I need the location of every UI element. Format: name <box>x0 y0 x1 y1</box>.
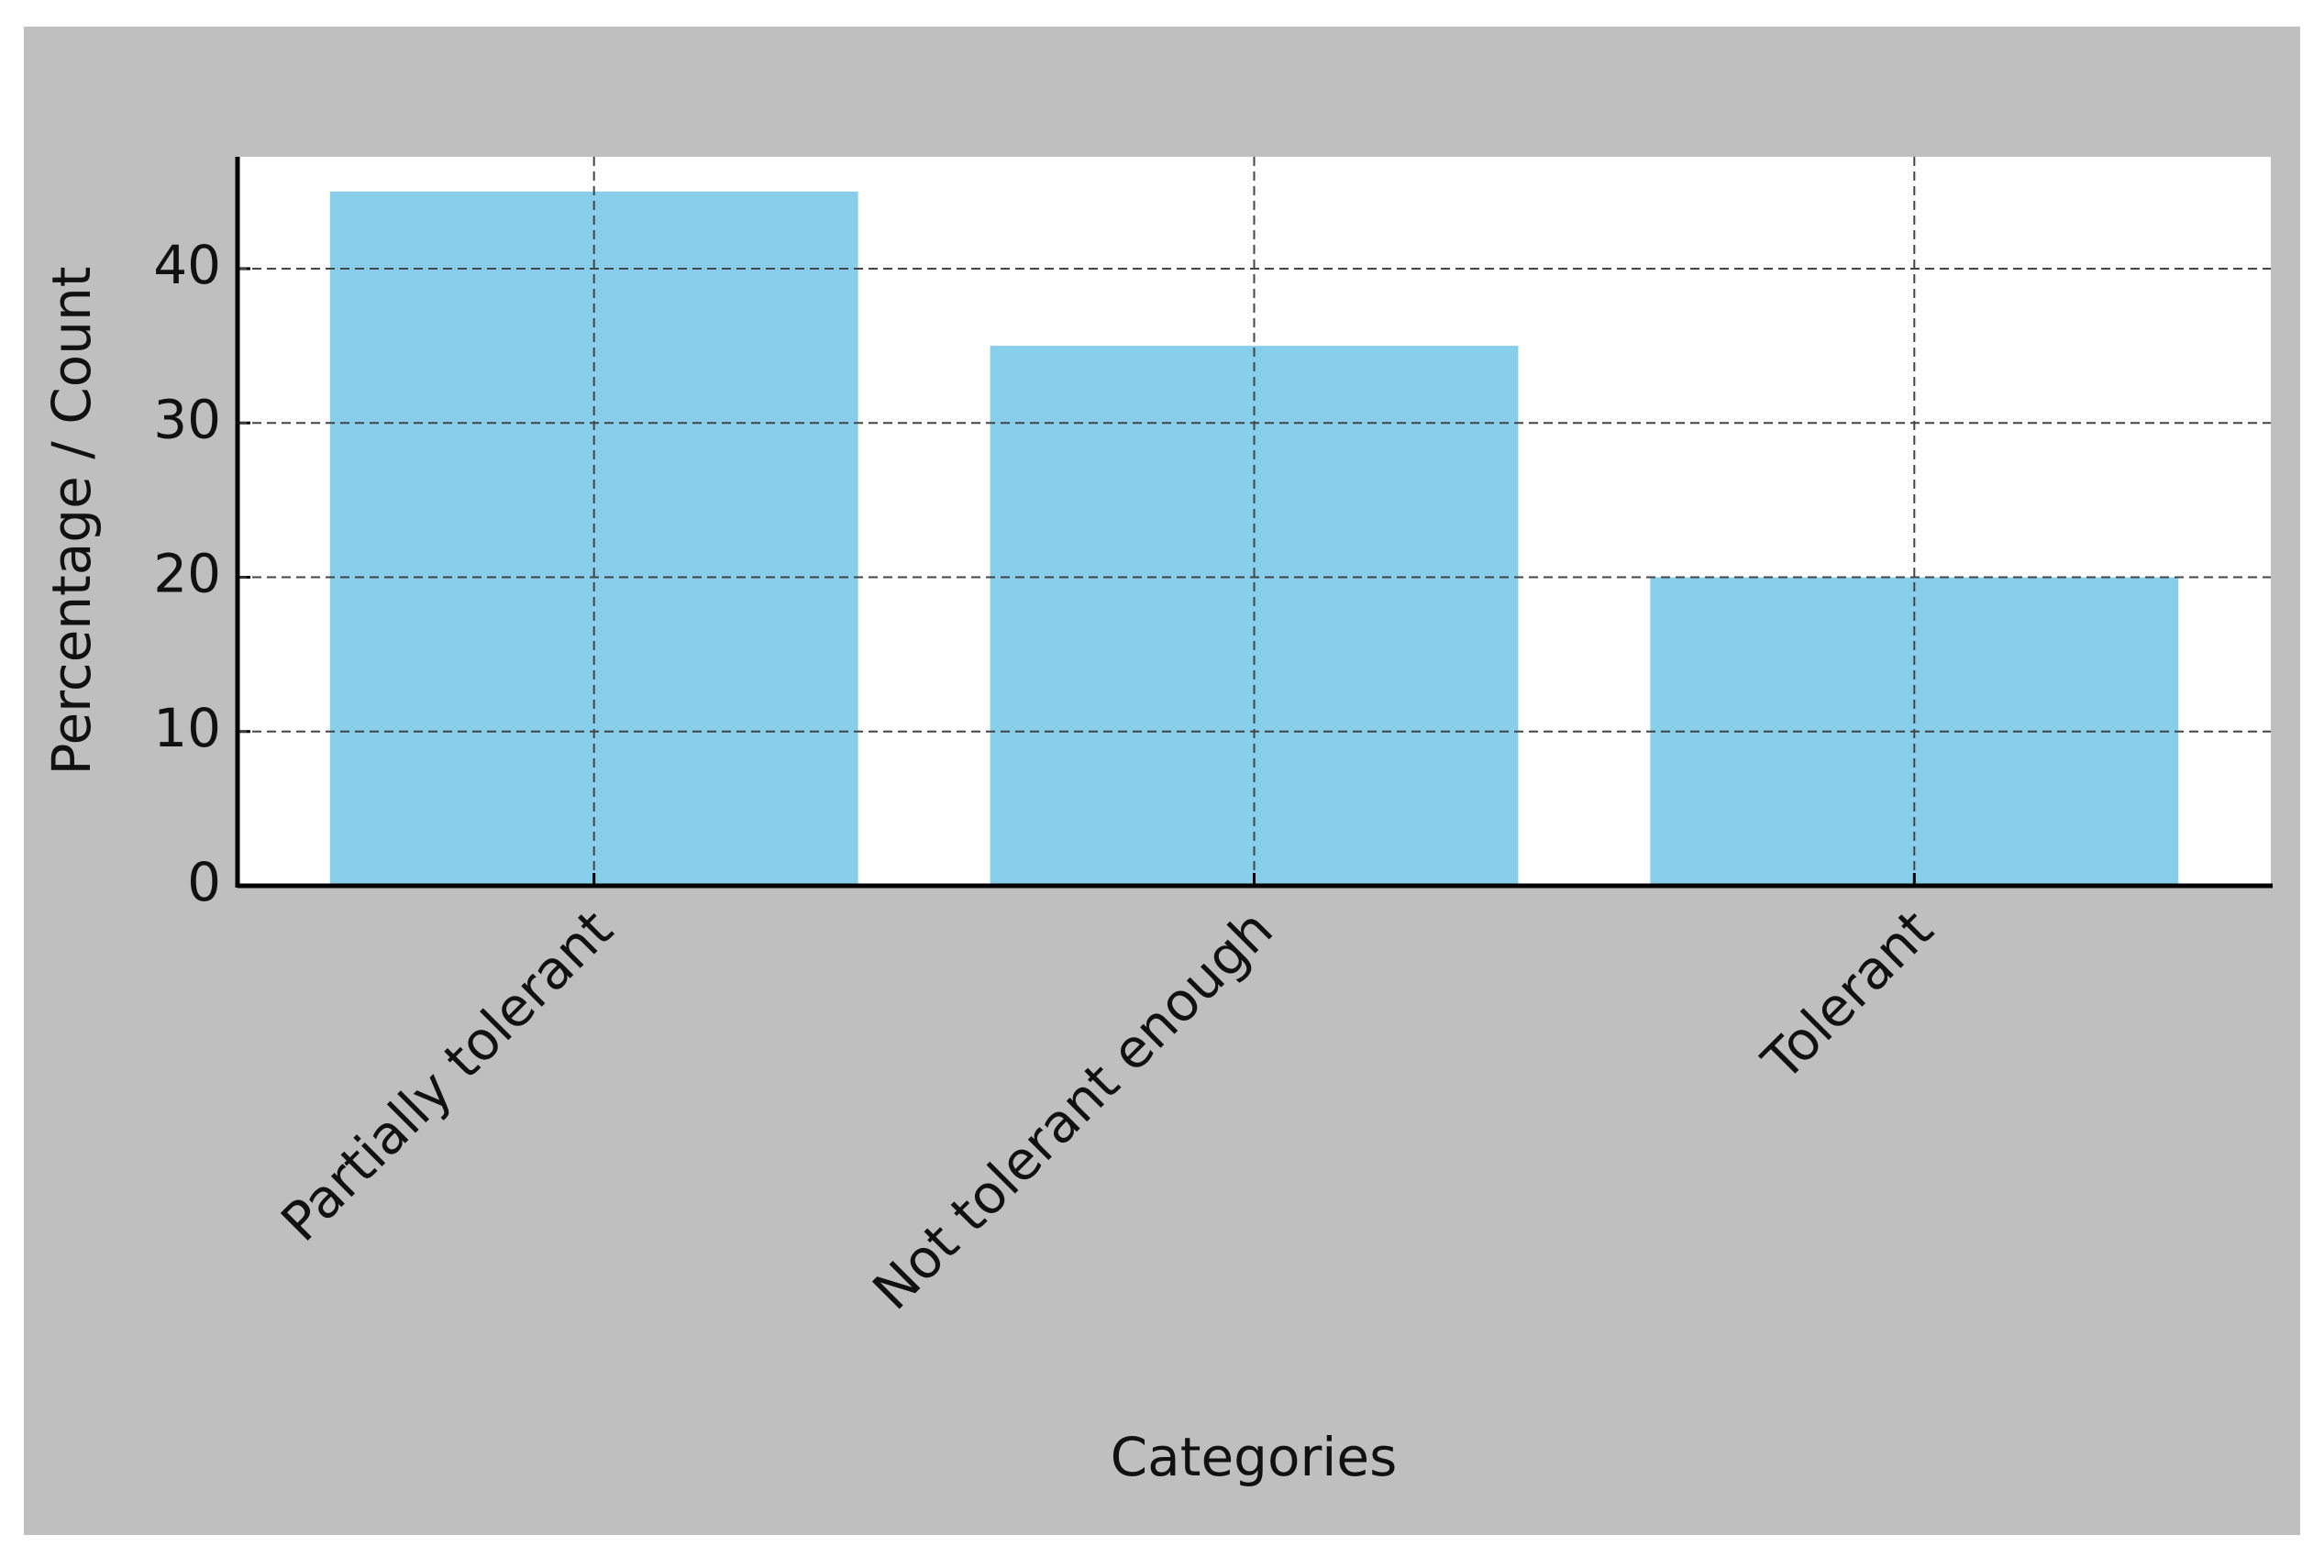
y-tick-label: 0 <box>187 851 221 913</box>
y-tick-label: 30 <box>153 388 221 450</box>
y-tick-label: 20 <box>153 543 221 605</box>
y-tick-label: 10 <box>153 697 221 759</box>
x-axis-label: Categories <box>1111 1426 1398 1488</box>
y-axis-label: Percentage / Count <box>40 267 103 776</box>
y-tick-label: 40 <box>153 234 221 296</box>
